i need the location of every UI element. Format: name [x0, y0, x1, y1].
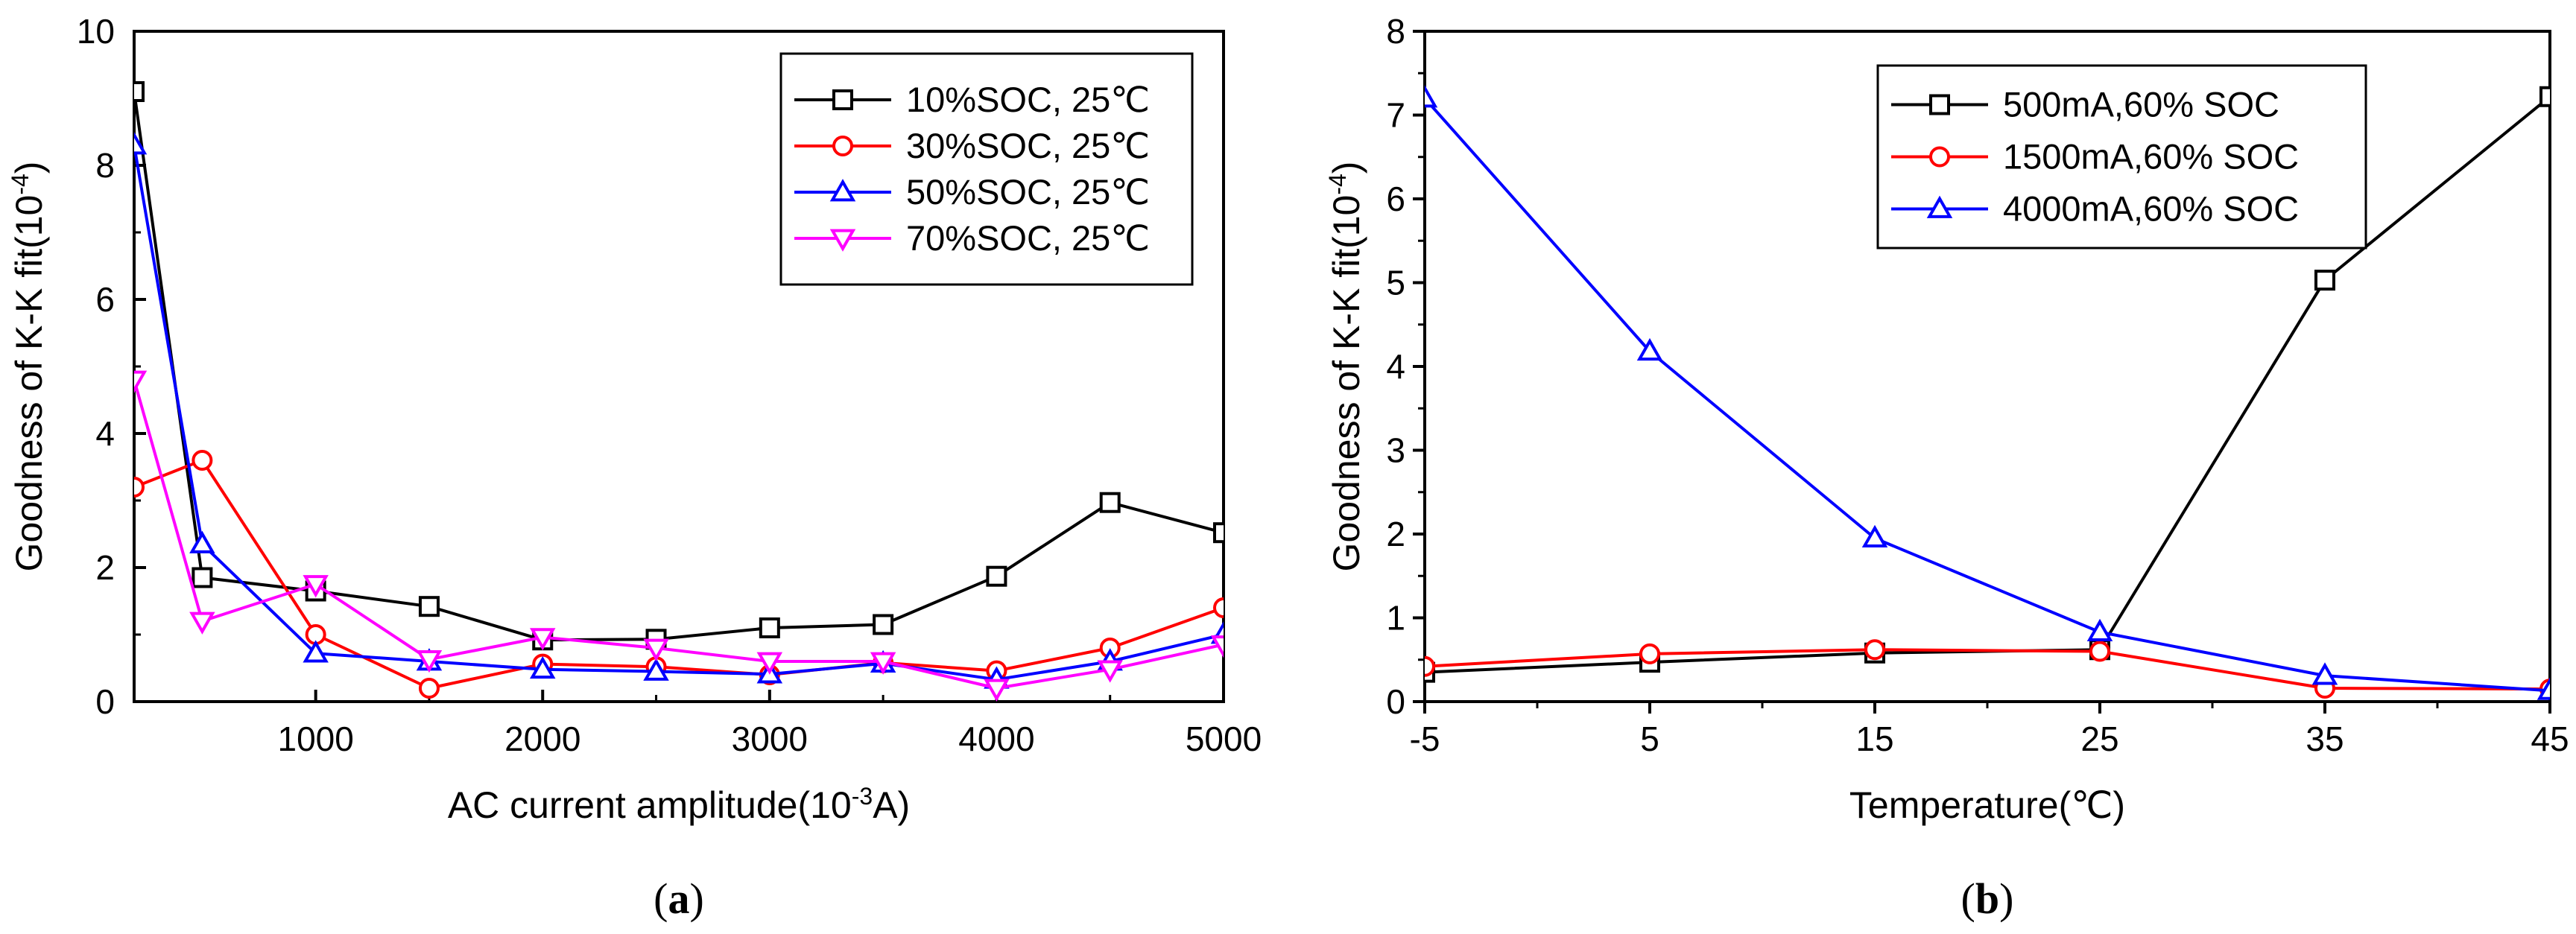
chart-a-series-3-point	[643, 658, 669, 681]
chart-a-legend: 10%SOC, 25℃ 30%SOC, 25℃ 50%SOC, 25℃ 70%SOC,…	[779, 52, 1194, 286]
chart-b-y-tick-label: 0	[1386, 682, 1405, 721]
chart-b-series-2-point	[1864, 639, 1885, 661]
chart-a-legend-swatch-marker	[832, 89, 853, 110]
chart-b-series-1-point	[2314, 270, 2335, 291]
chart-a-y-tick-label: 6	[95, 280, 115, 319]
chart-a-series-3-point	[303, 640, 329, 663]
chart-a-caption: (a)	[654, 874, 704, 923]
chart-b-y-tick-label: 3	[1386, 431, 1405, 470]
chart-b-legend-swatch-marker	[1929, 146, 1950, 168]
chart-a-legend-swatch-marker	[829, 229, 856, 252]
chart-a-legend-label: 30%SOC, 25℃	[906, 126, 1150, 165]
chart-b-series-3	[1425, 85, 2550, 700]
chart-a-series-1-point	[418, 596, 440, 617]
chart-a-series-1-point	[1099, 492, 1121, 513]
chart-a-legend-swatch-marker	[829, 179, 856, 202]
chart-a-series-1-point	[759, 617, 780, 638]
chart-a-series-1-point	[134, 81, 145, 102]
chart-a-y-axis-title: Goodness of K-K fit(10-4)	[7, 162, 50, 572]
chart-a-legend-label: 10%SOC, 25℃	[906, 80, 1150, 119]
chart-b-series-2-point	[1639, 643, 1660, 664]
chart-b-legend-swatch-marker	[1929, 94, 1950, 115]
chart-a-series-1-point	[986, 565, 1007, 587]
chart-b-series-2	[1425, 639, 2550, 700]
chart-b-x-tick-label: 15	[1855, 719, 1893, 758]
chart-a-series-1-point	[192, 567, 213, 588]
chart-b-x-tick-label: 45	[2531, 719, 2569, 758]
chart-b-series-3-point	[1861, 524, 1888, 547]
chart-b-series-2-point	[2089, 641, 2110, 662]
chart-a-y-tick-label: 4	[95, 414, 115, 453]
chart-a-y-tick-label: 0	[95, 682, 115, 721]
chart-a-series-3-point	[530, 655, 556, 679]
chart-b-series-3-point	[2537, 677, 2550, 700]
chart-a-y-tick-label: 8	[95, 146, 115, 185]
chart-a-series-4-point	[134, 370, 148, 393]
chart-a-series-1-point	[1213, 522, 1224, 544]
chart-a-x-axis-title: AC current amplitude(10-3A)	[448, 783, 910, 826]
chart-b-y-tick-label: 4	[1386, 347, 1405, 386]
chart-b-x-tick-label: -5	[1410, 719, 1440, 758]
chart-a-y-tick-label: 10	[77, 12, 115, 51]
chart-b-series-3-point	[2086, 618, 2113, 641]
chart-a-series-4-point	[643, 638, 669, 661]
chart-a-series-3-point	[134, 132, 148, 155]
chart-a-series-4-point	[1097, 660, 1123, 683]
chart-b-x-axis-title: Temperature(℃)	[1849, 784, 2125, 826]
chart-a-series-4-point	[530, 628, 556, 651]
chart-b-legend-swatch-marker	[1926, 195, 1953, 218]
chart-a-series-4	[134, 370, 1224, 702]
chart-a-legend-label: 70%SOC, 25℃	[906, 218, 1150, 258]
chart-b-series-3-point	[2311, 662, 2338, 685]
chart-a-x-tick-label: 1000	[277, 719, 353, 758]
chart-a-series-2-point	[192, 450, 213, 471]
chart-b-y-tick-label: 6	[1386, 180, 1405, 218]
chart-a: 1000 2000 3000 4000 5000 0 2 4 6 8 10 10%SOC, 25℃ 30…	[7, 12, 1262, 923]
chart-a-x-tick-label: 2000	[504, 719, 580, 758]
chart-a-series-4-point	[189, 611, 215, 635]
chart-a-legend-swatch-marker	[832, 136, 853, 156]
chart-b-y-tick-label: 8	[1386, 12, 1405, 51]
chart-a-series-4-point	[756, 652, 783, 675]
chart-b-x-tick-label: 25	[2080, 719, 2118, 758]
chart-a-x-tick-label: 3000	[732, 719, 808, 758]
chart-b-legend: 500mA,60% SOC 1500mA,60% SOC 4000mA,60% SO…	[1876, 64, 2367, 250]
chart-b-caption: (b)	[1961, 874, 2014, 923]
chart-a-series-4-point	[870, 652, 896, 675]
chart-b-series-1-point	[2539, 86, 2550, 107]
chart-b-y-tick-label: 7	[1386, 96, 1405, 135]
chart-b-y-tick-label: 5	[1386, 264, 1405, 302]
chart-a-series-2-point	[418, 678, 440, 699]
chart-a-series-2	[134, 450, 1224, 699]
chart-b-y-tick-label: 2	[1386, 515, 1405, 553]
chart-a-series-4-point	[303, 575, 329, 598]
chart-b-y-tick-label: 1	[1386, 599, 1405, 638]
chart-a-series-2-point	[134, 477, 145, 498]
chart-a-y-tick-label: 2	[95, 548, 115, 587]
chart-b-series-3-line	[1425, 97, 2550, 693]
chart-b-x-tick-label: 35	[2306, 719, 2344, 758]
chart-a-x-tick-label: 5000	[1186, 719, 1262, 758]
chart-a-series-4-point	[984, 679, 1010, 702]
chart-a-series-4-point	[416, 649, 443, 673]
chart-a-series-1-point	[873, 614, 894, 635]
chart-a-series-3-point	[189, 530, 215, 553]
chart-b-legend-label: 4000mA,60% SOC	[2003, 189, 2299, 229]
chart-a-series-4-point	[1210, 635, 1224, 658]
chart-a-series-2-point	[1213, 597, 1224, 618]
chart-a-series-2-line	[134, 459, 1224, 690]
chart-b-y-axis-title: Goodness of K-K fit(10-4)	[1324, 162, 1367, 572]
chart-b-series-3-point	[1636, 337, 1663, 361]
chart-b-series-2-line	[1425, 648, 2550, 691]
chart-b-legend-label: 1500mA,60% SOC	[2003, 137, 2299, 177]
chart-b-series-2-point	[1425, 655, 1435, 677]
chart-b-series-3-point	[1425, 85, 1438, 108]
chart-a-legend-label: 50%SOC, 25℃	[906, 172, 1150, 212]
chart-a-x-tick-label: 4000	[958, 719, 1034, 758]
chart-b-x-tick-label: 5	[1640, 719, 1659, 758]
chart-b-legend-label: 500mA,60% SOC	[2003, 85, 2279, 124]
